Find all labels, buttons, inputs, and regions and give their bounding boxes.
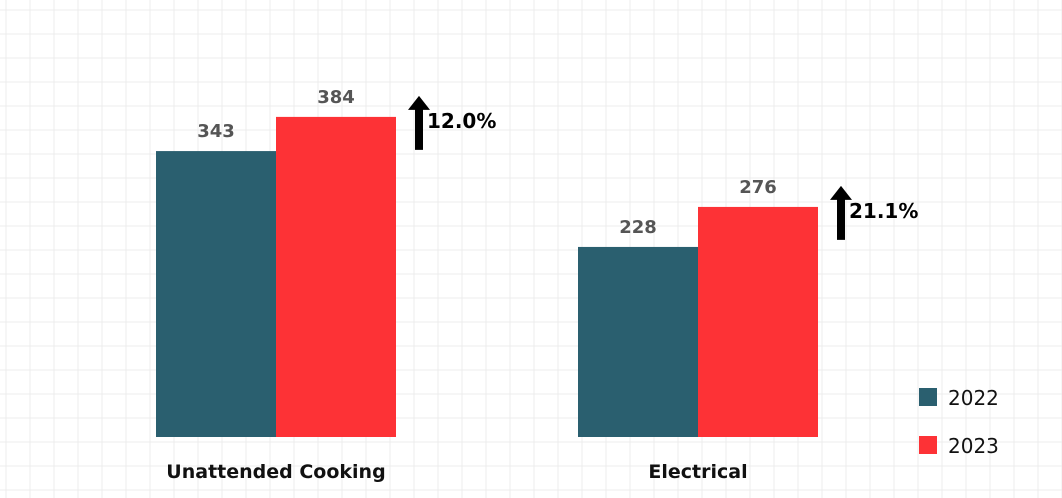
value-label-electrical-2022: 228 — [619, 217, 657, 238]
legend-label: 2022 — [948, 386, 999, 410]
bar-electrical-2022 — [578, 246, 698, 437]
legend-swatch — [919, 436, 937, 454]
growth-percent-unattended-cooking: 12.0% — [427, 109, 496, 133]
bar-unattended-cooking-2023 — [276, 116, 396, 438]
value-label-unattended-cooking-2022: 343 — [197, 121, 235, 142]
value-label-electrical-2023: 276 — [739, 177, 777, 198]
legend-item-2023: 2023 — [919, 434, 999, 458]
legend-label: 2023 — [948, 434, 999, 458]
data-labels: 343 384 Unattended Cooking 228 276 Electrical — [166, 87, 776, 483]
bar-unattended-cooking-2022 — [156, 151, 276, 437]
legend: 2022 2023 — [919, 386, 999, 458]
category-label-unattended-cooking: Unattended Cooking — [166, 461, 385, 483]
growth-annotation-electrical: 21.1% — [830, 185, 918, 240]
legend-item-2022: 2022 — [919, 386, 999, 410]
annotations: 12.0% 21.1% — [408, 95, 918, 240]
up-arrow-icon — [830, 185, 852, 240]
bars — [156, 116, 818, 438]
up-arrow-icon — [408, 95, 430, 150]
value-label-unattended-cooking-2023: 384 — [317, 87, 355, 108]
category-label-electrical: Electrical — [648, 461, 747, 483]
bar-electrical-2023 — [698, 206, 818, 437]
legend-swatch — [919, 388, 937, 406]
growth-percent-electrical: 21.1% — [849, 199, 918, 223]
growth-annotation-unattended-cooking: 12.0% — [408, 95, 496, 150]
